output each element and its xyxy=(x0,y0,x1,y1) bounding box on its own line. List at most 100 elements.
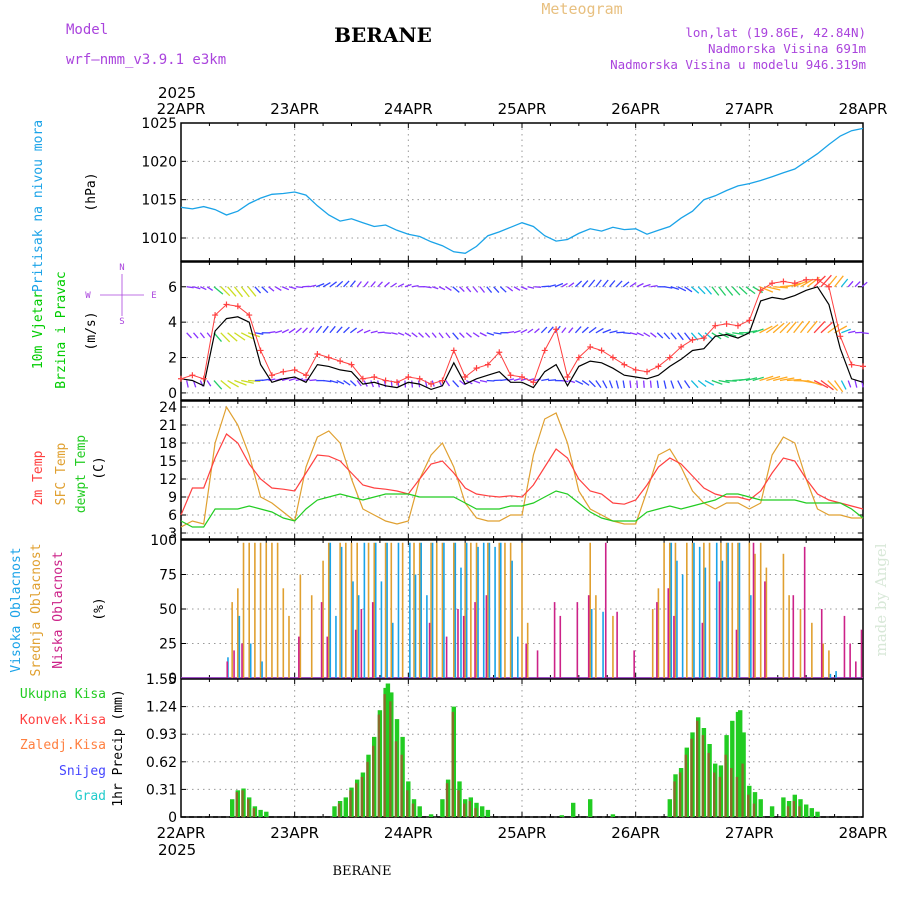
wind-arrow xyxy=(479,379,488,383)
watermark: made by Angel xyxy=(872,543,890,656)
wind-arrow xyxy=(725,332,737,337)
wind-arrow xyxy=(629,380,632,388)
wind-arrow xyxy=(534,286,542,288)
cloud-low-label: Niska Oblacnost xyxy=(51,551,66,668)
ytick-label: 15 xyxy=(159,454,177,470)
precip-bars xyxy=(181,683,863,818)
wind-direction-arrows xyxy=(186,274,869,393)
wind-arrow xyxy=(465,286,472,293)
bottom-time-label: 24APR xyxy=(384,824,433,842)
ytick-label: 75 xyxy=(159,568,177,584)
wind-arrow xyxy=(459,380,466,386)
bottom-time-label: 26APR xyxy=(611,824,660,842)
wind-arrow xyxy=(438,332,444,339)
wind-arrow xyxy=(404,332,412,337)
wind-arrow xyxy=(834,275,844,288)
wind-arrow xyxy=(738,378,751,382)
wind-arrow xyxy=(745,330,758,334)
wind-arrow xyxy=(609,330,618,334)
wind-arrow xyxy=(588,326,597,334)
precip-conv-bar xyxy=(468,801,471,817)
wind-arrow xyxy=(773,376,788,382)
wind-arrow xyxy=(725,379,737,382)
ytick-label: 0 xyxy=(168,671,177,687)
cloud-bars xyxy=(181,542,863,679)
wind-arrow xyxy=(397,332,405,336)
wind-label-a: 10m Vjetar xyxy=(31,291,46,369)
footer-station: BERANE xyxy=(332,864,391,879)
pressure-frame xyxy=(180,122,864,262)
precip-total-bar xyxy=(264,811,269,817)
precip-conv-bar xyxy=(337,803,341,817)
wind-arrow xyxy=(254,332,264,335)
precip-conv-bar xyxy=(360,776,364,817)
wind-arrow xyxy=(377,331,385,334)
wind-arrow xyxy=(704,286,712,295)
cloud-mid-label: Srednja Oblacnost xyxy=(29,543,44,676)
precip-conv-bar xyxy=(707,752,710,817)
gust-marker xyxy=(564,374,571,380)
precip-total-bar xyxy=(738,710,743,817)
wind-arrow xyxy=(247,332,261,338)
precip-total-bar xyxy=(804,804,809,817)
precip-conv-bar xyxy=(252,808,256,817)
wind-arrow xyxy=(261,378,271,382)
wind-arrow xyxy=(820,380,834,391)
wind-arrow xyxy=(663,332,671,340)
bottom-time-labels: 22APR 23APR 24APR 25APR 26APR 27APR 28APR xyxy=(157,824,888,842)
wind-arrow xyxy=(227,286,237,297)
wind-arrow xyxy=(807,379,823,386)
wind-arrow xyxy=(561,282,568,288)
wind-arrow xyxy=(615,280,623,288)
wind-arrow xyxy=(561,327,567,334)
gust-marker xyxy=(280,368,287,375)
precip-conv-bar xyxy=(718,776,722,817)
gust-marker xyxy=(848,361,855,368)
precip-yticks: 0 0.31 0.62 0.93 1.24 1.55 xyxy=(146,672,177,826)
wind-arrow xyxy=(840,380,847,390)
gust-marker xyxy=(496,349,503,356)
wind-arrow xyxy=(718,286,727,296)
tsfc-label: SFC Temp xyxy=(54,443,69,506)
precip-total-bar xyxy=(258,809,263,817)
top-time-label: 24APR xyxy=(384,100,433,118)
wind-arrow xyxy=(295,327,302,334)
wind-arrow xyxy=(281,329,289,334)
precip-conv-bar xyxy=(735,776,739,817)
wind-arrow xyxy=(193,286,201,290)
wind-arrow xyxy=(759,325,773,334)
precip-conv-bar xyxy=(786,806,790,817)
gust-marker xyxy=(587,343,594,350)
wind-arrow xyxy=(752,376,764,382)
gust-marker xyxy=(803,276,810,283)
precip-total-bar xyxy=(769,806,775,817)
gust-marker xyxy=(553,326,560,333)
wind-arrow xyxy=(629,282,637,288)
wind-arrow xyxy=(834,380,844,393)
gust-marker xyxy=(359,375,366,382)
cloud-yticks: 0 25 50 75 100 xyxy=(150,533,177,687)
precip-total-bar xyxy=(440,799,445,817)
wind-arrow xyxy=(186,332,192,339)
wind-arrow xyxy=(186,380,189,388)
gust-marker xyxy=(655,363,662,370)
ytick-label: 1015 xyxy=(141,193,177,209)
wind-arrow xyxy=(684,332,691,341)
ytick-label: 100 xyxy=(150,533,177,549)
wind-arrow xyxy=(840,278,849,288)
gust-marker xyxy=(178,375,184,382)
wind-unit: (m/s) xyxy=(84,311,99,350)
precip-total-bar xyxy=(485,809,491,817)
wind-arrow xyxy=(445,380,451,387)
top-time-label: 27APR xyxy=(725,100,774,118)
top-time-labels: 22APR 23APR 24APR 25APR 26APR 27APR 28APR xyxy=(157,100,888,118)
model-label: Model xyxy=(66,22,108,38)
precip-conv-bar xyxy=(411,803,415,817)
cloud-unit: (%) xyxy=(92,597,107,620)
wind-arrow xyxy=(349,327,357,334)
wind-arrow xyxy=(206,332,212,339)
wind-arrow xyxy=(636,380,639,389)
wind-arrow xyxy=(656,332,664,339)
wind-arrow xyxy=(752,328,764,334)
wind-arrow xyxy=(827,323,840,334)
